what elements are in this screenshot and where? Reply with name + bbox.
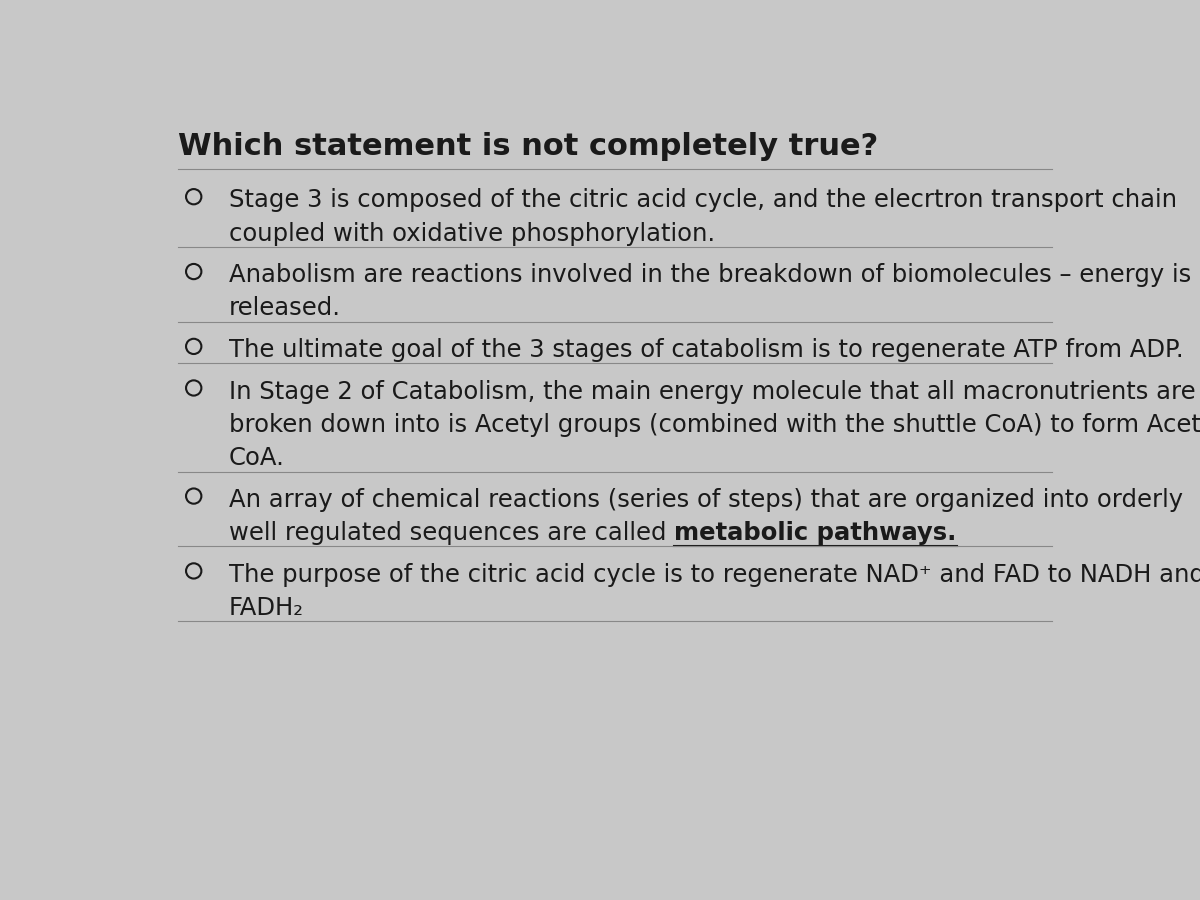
Text: Anabolism are reactions involved in the breakdown of biomolecules – energy is: Anabolism are reactions involved in the … bbox=[229, 263, 1192, 287]
Text: metabolic pathways.: metabolic pathways. bbox=[674, 521, 956, 545]
Text: metabolic pathways.: metabolic pathways. bbox=[674, 521, 956, 545]
Text: The ultimate goal of the 3 stages of catabolism is to regenerate ATP from ADP.: The ultimate goal of the 3 stages of cat… bbox=[229, 338, 1183, 362]
Text: In Stage 2 of Catabolism, the main energy molecule that all macronutrients are: In Stage 2 of Catabolism, the main energ… bbox=[229, 380, 1195, 404]
Text: FADH₂: FADH₂ bbox=[229, 596, 304, 620]
Text: well regulated sequences are called: well regulated sequences are called bbox=[229, 521, 674, 545]
Text: Stage 3 is composed of the citric acid cycle, and the elecrtron transport chain: Stage 3 is composed of the citric acid c… bbox=[229, 188, 1177, 212]
Text: coupled with oxidative phosphorylation.: coupled with oxidative phosphorylation. bbox=[229, 221, 715, 246]
Text: broken down into is Acetyl groups (combined with the shuttle CoA) to form Acetyl: broken down into is Acetyl groups (combi… bbox=[229, 413, 1200, 436]
Text: released.: released. bbox=[229, 296, 341, 320]
Text: An array of chemical reactions (series of steps) that are organized into orderly: An array of chemical reactions (series o… bbox=[229, 488, 1183, 512]
Text: well regulated sequences are called: well regulated sequences are called bbox=[229, 521, 674, 545]
Text: Which statement is not completely true?: Which statement is not completely true? bbox=[178, 132, 878, 161]
Text: CoA.: CoA. bbox=[229, 446, 284, 470]
Text: The purpose of the citric acid cycle is to regenerate NAD⁺ and FAD to NADH and: The purpose of the citric acid cycle is … bbox=[229, 562, 1200, 587]
